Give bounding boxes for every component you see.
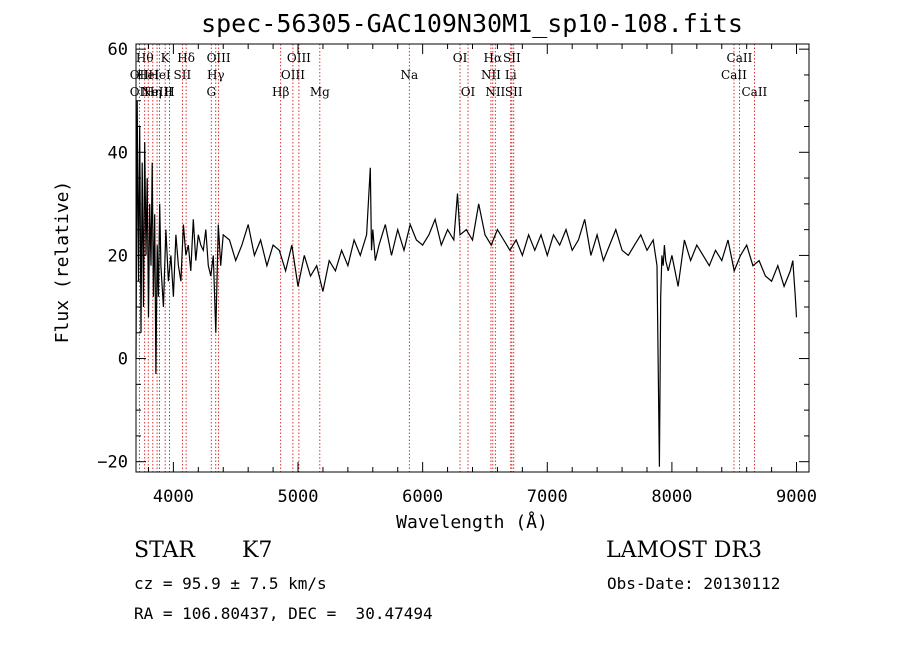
x-tick-label: 4000 <box>153 487 194 507</box>
x-tick-label: 6000 <box>402 487 443 507</box>
spectrum-line <box>135 100 798 467</box>
y-axis-label: Flux (relative) <box>52 181 73 344</box>
x-tick-label: 7000 <box>527 487 568 507</box>
line-label: CaII <box>727 51 753 65</box>
coordinates: RA = 106.80437, DEC = 30.47494 <box>134 604 433 623</box>
line-label: OIII <box>287 51 311 65</box>
line-label: OI <box>453 51 468 65</box>
x-tick-label: 8000 <box>651 487 692 507</box>
y-tick-label: 20 <box>108 246 128 266</box>
x-tick-label: 9000 <box>776 487 817 507</box>
x-tick-label: 5000 <box>278 487 319 507</box>
observation-date: Obs-Date: 20130112 <box>607 574 781 593</box>
line-label: NII <box>485 85 505 99</box>
line-label: OI <box>461 85 476 99</box>
y-tick-label: 0 <box>118 350 128 370</box>
line-label: CaII <box>721 68 747 82</box>
emission-line-markers <box>138 44 755 472</box>
emission-line-labels: OIIOIIHθHeIHηNeIIIHeIKHSIIHδGHγOIIIHβOII… <box>130 51 768 99</box>
x-axis-ticks: 4000 5000 6000 7000 8000 9000 <box>147 44 817 507</box>
y-axis-ticks: −20 0 20 40 60 <box>97 40 809 473</box>
line-label: H <box>164 85 174 99</box>
x-axis-label: Wavelength (Å) <box>396 511 548 533</box>
survey-name: LAMOST DR3 <box>606 538 762 563</box>
line-label: Mg <box>310 85 330 99</box>
line-label: K <box>161 51 171 65</box>
line-label: OIII <box>281 68 305 82</box>
line-label: Hα <box>484 51 503 65</box>
line-label: HeI <box>137 68 160 82</box>
line-label: SII <box>505 85 523 99</box>
line-label: G <box>206 85 216 99</box>
chart-title: spec-56305-GAC109N30M1_sp10-108.fits <box>201 9 743 38</box>
object-subclass: K7 <box>242 538 273 563</box>
line-label: SII <box>503 51 521 65</box>
y-tick-label: 40 <box>108 143 128 163</box>
line-label: Hδ <box>177 51 195 65</box>
line-label: Na <box>400 68 418 82</box>
y-tick-label: −20 <box>97 453 128 473</box>
line-label: OII <box>130 85 150 99</box>
y-tick-label: 60 <box>108 40 128 60</box>
line-label: OIII <box>207 51 231 65</box>
line-label: NeIII <box>141 85 173 99</box>
line-label: Hθ <box>136 51 154 65</box>
line-label: CaII <box>741 85 767 99</box>
line-label: Li <box>505 68 517 82</box>
line-label: Hη <box>144 85 162 99</box>
line-label: SII <box>174 68 192 82</box>
line-label: HeI <box>148 68 171 82</box>
redshift-velocity: cz = 95.9 ± 7.5 km/s <box>134 574 327 593</box>
line-label: Hβ <box>272 85 289 99</box>
object-class: STAR <box>134 538 195 563</box>
line-label: NII <box>481 68 501 82</box>
line-label: Hγ <box>207 68 225 82</box>
